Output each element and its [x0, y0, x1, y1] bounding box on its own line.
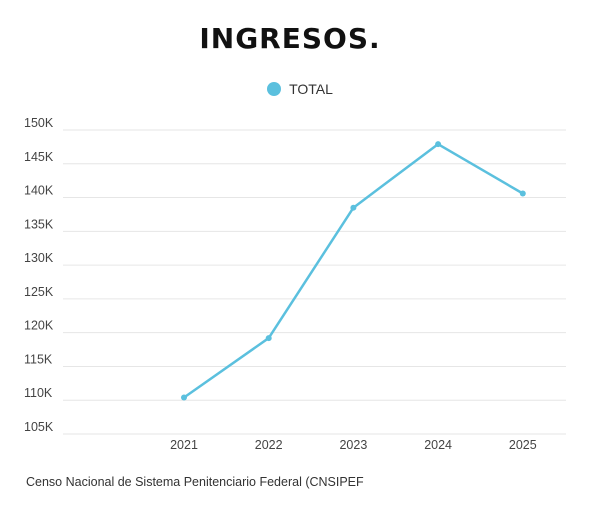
y-tick-label: 140K [24, 184, 54, 198]
data-point[interactable] [265, 335, 272, 342]
x-tick-label: 2024 [424, 438, 452, 452]
y-tick-label: 110K [24, 386, 53, 400]
legend: TOTAL [0, 81, 600, 97]
x-tick-label: 2022 [255, 438, 283, 452]
series-total [181, 141, 526, 401]
x-tick-label: 2021 [170, 438, 198, 452]
legend-marker-icon [267, 82, 282, 96]
x-axis-ticks: 2021 2022 2023 2024 2025 [170, 438, 537, 452]
y-tick-label: 130K [24, 251, 54, 265]
legend-label-total: TOTAL [289, 81, 333, 97]
grid-lines [63, 129, 566, 435]
x-tick-label: 2023 [339, 438, 367, 452]
chart-title: INGRESOS. [199, 22, 381, 55]
data-point[interactable] [519, 190, 526, 197]
series-line-total [183, 142, 524, 399]
y-tick-label: 125K [24, 285, 54, 299]
data-point[interactable] [350, 204, 357, 211]
x-tick-label: 2025 [509, 438, 537, 452]
y-tick-label: 145K [24, 150, 54, 164]
y-tick-label: 115K [24, 352, 53, 366]
y-tick-label: 105K [24, 420, 54, 434]
y-tick-label: 135K [24, 217, 54, 231]
data-point[interactable] [181, 394, 187, 401]
source-note: Censo Nacional de Sistema Penitenciario … [26, 475, 364, 489]
y-tick-label: 120K [24, 319, 54, 333]
y-axis-ticks: 105K 110K 115K 120K 125K 130K 135K 140K 145K 150K [24, 116, 54, 434]
data-point[interactable] [435, 141, 442, 148]
y-tick-label: 150K [24, 116, 54, 130]
